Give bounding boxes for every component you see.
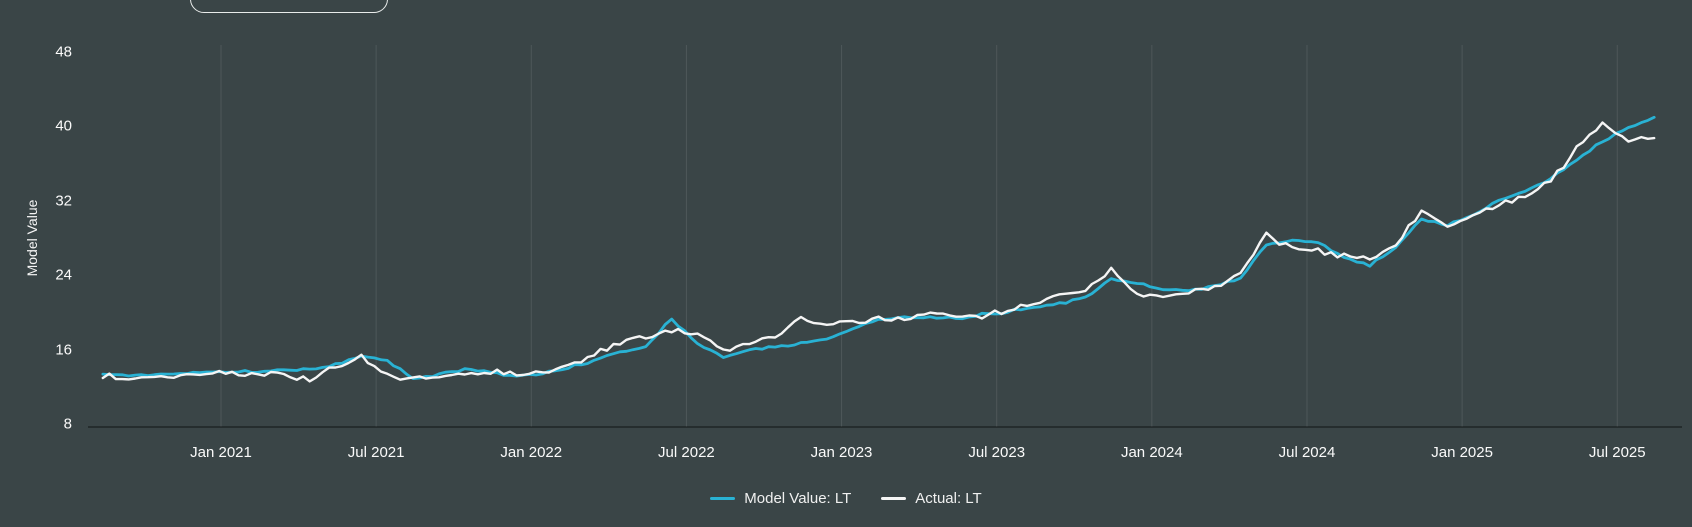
legend-item-model-value[interactable]: Model Value: LT [710,490,851,507]
legend-item-actual[interactable]: Actual: LT [881,490,982,507]
x-tick-label: Jul 2022 [658,444,715,461]
x-tick-label: Jul 2021 [347,444,405,461]
model-value-line-swatch [710,496,736,501]
chart-legend: Model Value: LT Actual: LT [0,490,1692,507]
x-tick-label: Jul 2023 [968,444,1026,461]
y-tick-label: 24 [55,266,72,284]
y-tick-label: 16 [55,341,72,359]
y-tick-label: 32 [55,192,72,210]
actual-line-swatch [881,496,907,501]
x-tick-label: Jan 2024 [1120,444,1183,461]
y-tick-label: 40 [55,117,72,135]
model-value-line-series[interactable] [101,115,1656,381]
y-tick-label: 48 [55,43,72,61]
x-tick-label: Jul 2024 [1278,444,1336,461]
x-tick-label: Jan 2022 [500,444,563,461]
x-tick-label: Jan 2021 [190,444,252,461]
legend-label-model-value: Model Value: LT [744,490,852,507]
x-tick-label: Jan 2025 [1431,444,1493,461]
actual-line-series[interactable] [101,121,1656,383]
x-tick-label: Jul 2025 [1588,444,1646,461]
legend-label-actual: Actual: LT [915,490,982,507]
y-tick-label: 8 [63,415,72,433]
x-tick-label: Jan 2023 [810,444,873,461]
